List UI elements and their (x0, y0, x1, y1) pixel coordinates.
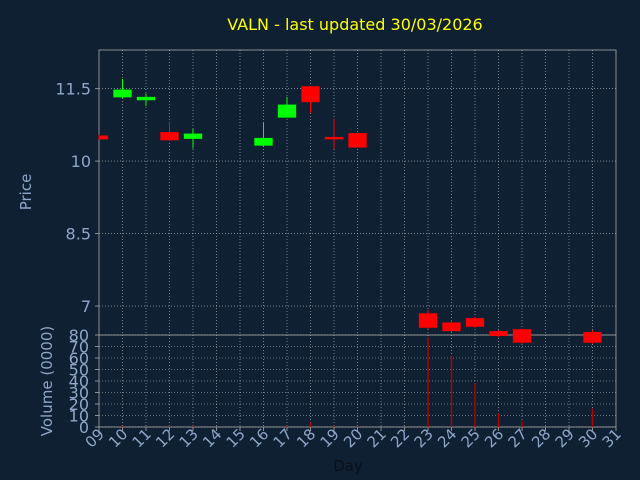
y-axis-label: Price (17, 174, 35, 211)
candle-body (348, 133, 367, 148)
volume-tick-label: 40 (69, 372, 89, 391)
candle-body (160, 132, 179, 141)
volume-tick-label: 50 (69, 361, 89, 380)
candle-body (113, 89, 132, 98)
volume-tick-label: 80 (69, 326, 89, 345)
candle-body (254, 137, 273, 146)
volume-tick-label: 10 (69, 407, 89, 426)
candle-body (418, 313, 438, 328)
volume-tick-label: 70 (69, 338, 89, 357)
candle-body (489, 331, 508, 336)
grid-lines (99, 50, 616, 428)
price-tick-label: 11.5 (55, 80, 91, 99)
volume-bars (121, 337, 594, 427)
candle-body (99, 135, 109, 140)
candle-body (512, 329, 532, 343)
volume-tick-label: 60 (69, 349, 89, 368)
candle-body (183, 133, 203, 139)
candle-body (324, 136, 344, 140)
price-tick-label: 10 (71, 152, 91, 171)
x-axis: 0910111213141516171819202122232425262728… (82, 425, 625, 451)
volume-axis-label: Volume (0000) (38, 326, 56, 436)
chart-title: VALN - last updated 30/03/2026 (227, 15, 482, 34)
candle-body (277, 104, 297, 118)
volume-tick-label: 0 (79, 418, 89, 437)
x-axis-label: Day (333, 457, 363, 475)
price-tick-label: 7 (81, 297, 91, 316)
candle-body (583, 332, 602, 343)
price-tick-label: 8.5 (66, 225, 91, 244)
volume-tick-label: 20 (69, 395, 89, 414)
candle-body (301, 86, 320, 103)
candles (98, 78, 602, 344)
volume-tick-label: 30 (69, 384, 89, 403)
price-axis: 11.5 10 8.5 7 (55, 80, 99, 316)
candle-body (136, 96, 156, 101)
candle-body (465, 318, 485, 327)
candle-body (442, 322, 461, 332)
